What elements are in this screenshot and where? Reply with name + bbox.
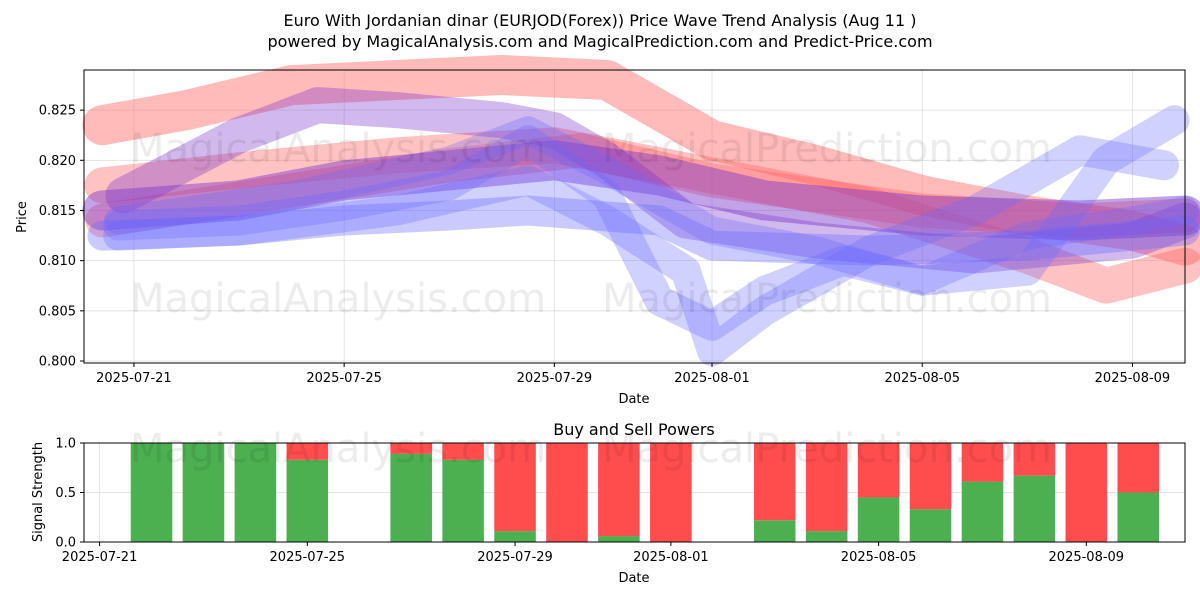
main-grid — [84, 70, 1185, 363]
sell-bar-7 — [546, 443, 588, 542]
chart-title-line2: powered by MagicalAnalysis.com and Magic… — [267, 32, 932, 51]
power-chart-title: Buy and Sell Powers — [553, 420, 715, 439]
sell-bar-16 — [1065, 443, 1108, 542]
buy-bar-3 — [286, 459, 329, 542]
power-x-tick-label-5: 2025-08-09 — [1049, 550, 1125, 565]
sell-bar-6 — [494, 443, 536, 532]
sell-bar-12 — [857, 443, 900, 498]
watermark-prediction-bottom: MagicalPrediction.com — [602, 276, 1052, 322]
buy-bar-5 — [442, 459, 484, 542]
main-x-tick-label-2: 2025-07-29 — [517, 371, 593, 386]
sell-bar-11 — [805, 443, 848, 532]
sell-bar-10 — [753, 443, 796, 521]
buy-bar-10 — [753, 520, 796, 542]
price-wave-plot: MagicalAnalysis.com MagicalPrediction.co… — [15, 55, 1200, 407]
main-x-tick-label-3: 2025-08-01 — [674, 371, 750, 386]
chart-title-line1: Euro With Jordanian dinar (EURJOD(Forex)… — [284, 11, 917, 30]
main-y-tick-label-3: 0.815 — [39, 204, 76, 219]
buy-bar-8 — [598, 536, 640, 542]
main-x-tick-label-1: 2025-07-25 — [306, 371, 382, 386]
power-watermarks: MagicalAnalysis.com MagicalPrediction.co… — [130, 426, 1052, 472]
power-y-tick-label-2: 1.0 — [55, 437, 76, 452]
sell-bar-15 — [1013, 443, 1056, 476]
buy-bar-13 — [909, 509, 952, 542]
red-wave-2 — [84, 127, 1200, 304]
power-y-axis-label: Signal Strength — [31, 442, 46, 542]
blue-wave-4 — [87, 195, 1200, 266]
sell-bar-3 — [286, 443, 329, 460]
main-watermarks: MagicalAnalysis.com MagicalPrediction.co… — [130, 126, 1052, 322]
power-x-tick-label-2: 2025-07-29 — [477, 550, 553, 565]
power-y-tick-label-1: 0.5 — [55, 486, 76, 501]
watermark-prediction-top: MagicalPrediction.com — [602, 126, 1052, 172]
main-axes-frame — [83, 69, 1186, 364]
buy-bar-12 — [857, 497, 900, 542]
power-bars — [130, 443, 1160, 542]
sell-bar-14 — [961, 443, 1004, 482]
buy-bar-2 — [234, 443, 277, 542]
main-x-tick-label-5: 2025-08-09 — [1095, 371, 1171, 386]
power-y-tick-label-0: 0.0 — [55, 536, 76, 551]
buy-bar-14 — [961, 481, 1004, 542]
purple-wave-1 — [105, 87, 1200, 274]
buy-bar-11 — [805, 531, 848, 542]
main-y-axis-label: Price — [15, 201, 30, 233]
power-x-tick-label-0: 2025-07-21 — [62, 550, 138, 565]
blue-wave-1 — [103, 105, 1190, 341]
power-x-ticks: 2025-07-21 2025-07-25 2025-07-29 2025-08-01… — [62, 542, 1124, 565]
power-x-tick-label-3: 2025-08-01 — [633, 550, 709, 565]
power-x-axis-label: Date — [618, 571, 649, 586]
sell-bar-8 — [598, 443, 640, 537]
buy-bar-4 — [390, 453, 432, 542]
main-y-tick-label-1: 0.805 — [39, 304, 76, 319]
sell-bar-17 — [1117, 443, 1160, 493]
sell-bar-9 — [650, 443, 692, 542]
red-wave-1 — [82, 55, 1200, 266]
blue-wave-2 — [103, 135, 1179, 366]
buy-bar-17 — [1117, 492, 1160, 542]
purple-wave-2 — [82, 140, 1200, 241]
main-y-ticks: 0.800 0.805 0.810 0.815 0.820 0.825 — [39, 104, 84, 369]
watermark-analysis-bottom: MagicalAnalysis.com — [130, 276, 546, 322]
watermark-analysis-power: MagicalAnalysis.com — [130, 426, 546, 472]
main-x-tick-label-0: 2025-07-21 — [96, 371, 172, 386]
main-x-ticks: 2025-07-21 2025-07-25 2025-07-29 2025-08-01… — [96, 363, 1170, 386]
red-wave-3 — [85, 133, 1200, 238]
sell-bar-13 — [909, 443, 952, 510]
buy-bar-6 — [494, 531, 536, 542]
buy-bar-1 — [182, 443, 225, 542]
buy-bar-0 — [130, 443, 173, 542]
watermark-analysis-top: MagicalAnalysis.com — [130, 126, 546, 172]
power-x-tick-label-1: 2025-07-25 — [270, 550, 346, 565]
main-y-tick-label-4: 0.820 — [39, 154, 76, 169]
main-x-axis-label: Date — [618, 392, 649, 407]
main-y-tick-label-0: 0.800 — [39, 354, 76, 369]
buy-bar-15 — [1013, 475, 1056, 542]
sell-bar-5 — [442, 443, 484, 460]
main-x-tick-label-4: 2025-08-05 — [884, 371, 960, 386]
blue-wave-3 — [104, 116, 1199, 295]
sell-bar-4 — [390, 443, 432, 454]
main-y-tick-label-2: 0.810 — [39, 254, 76, 269]
power-x-tick-label-4: 2025-08-05 — [841, 550, 917, 565]
main-waves — [82, 55, 1200, 366]
watermark-prediction-power: MagicalPrediction.com — [602, 426, 1052, 472]
buy-sell-power-plot: Buy and Sell Powers MagicalAnalysis.com … — [31, 420, 1186, 586]
main-y-tick-label-5: 0.825 — [39, 104, 76, 119]
power-y-ticks: 0.0 0.5 1.0 — [55, 437, 84, 551]
